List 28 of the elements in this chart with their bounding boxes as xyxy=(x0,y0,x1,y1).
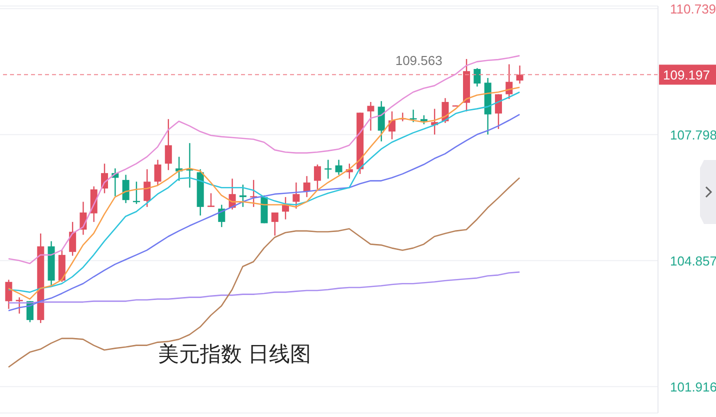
line-series xyxy=(8,177,520,368)
candlestick xyxy=(516,64,524,84)
candlestick xyxy=(164,118,172,171)
y-tick-label: 110.739 xyxy=(670,2,716,17)
annotation: 109.563 xyxy=(395,52,442,68)
candlestick xyxy=(410,109,417,123)
candlestick xyxy=(494,94,502,130)
ref-line-label: 109.197 xyxy=(663,68,710,83)
candlestick xyxy=(154,159,162,186)
candlestick xyxy=(335,159,342,176)
y-tick-label: 104.857 xyxy=(670,254,716,269)
candlestick xyxy=(506,64,513,100)
candlestick xyxy=(144,168,151,208)
candlestick xyxy=(207,192,214,208)
candlestick xyxy=(122,174,130,204)
candlestick xyxy=(5,279,12,310)
candlestick xyxy=(314,164,321,190)
candlestick xyxy=(367,101,374,132)
candlestick xyxy=(271,212,278,236)
candlestick xyxy=(378,100,385,142)
candlestick xyxy=(474,68,481,88)
line-series xyxy=(8,55,520,264)
candlestick xyxy=(303,175,310,198)
candlestick xyxy=(250,179,258,208)
candlestick xyxy=(292,182,300,210)
candlestick xyxy=(69,221,76,256)
candlestick xyxy=(218,204,226,228)
text: 美元指数 日线图 xyxy=(158,342,311,368)
